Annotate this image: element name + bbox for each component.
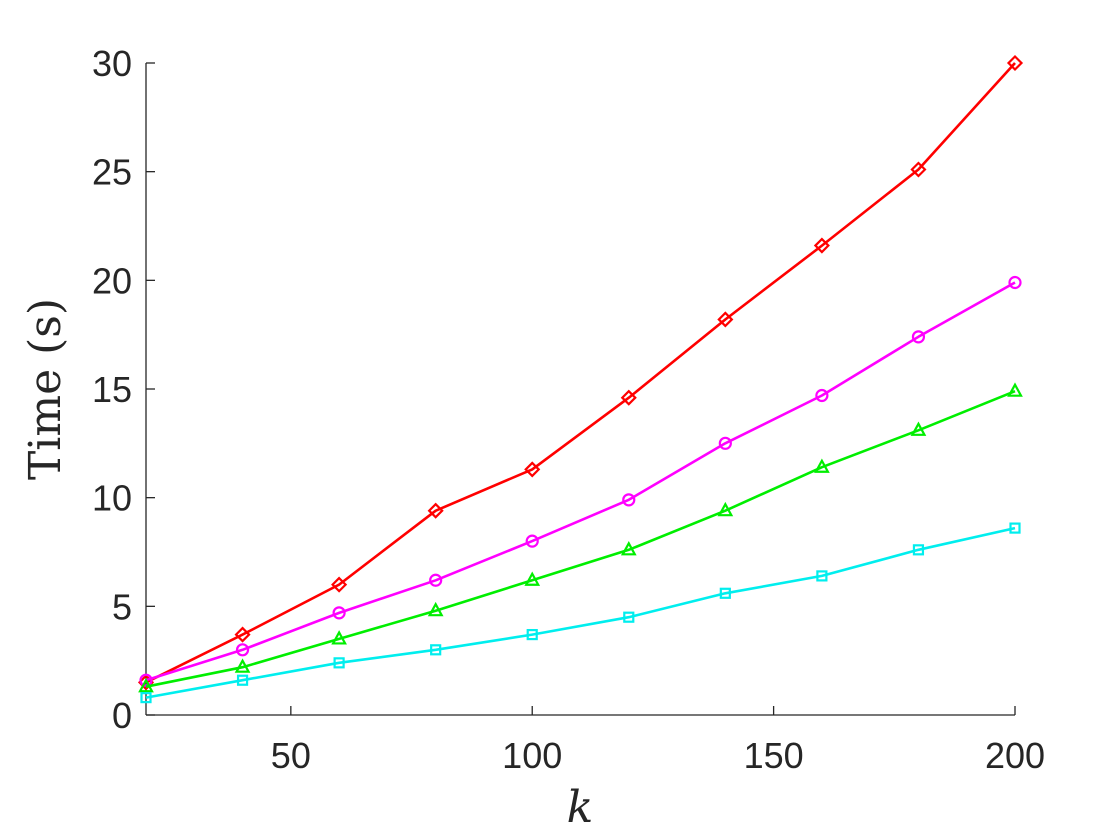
x-tick-label: 50 bbox=[271, 735, 311, 776]
circle-marker bbox=[622, 493, 636, 507]
triangle-marker bbox=[331, 630, 347, 645]
circle-marker bbox=[911, 330, 926, 344]
x-tick-label: 100 bbox=[502, 735, 562, 776]
x-tick-label: 200 bbox=[985, 735, 1045, 776]
triangle-marker bbox=[717, 501, 734, 517]
circle-marker bbox=[1008, 275, 1022, 290]
series-1 bbox=[137, 54, 1024, 691]
triangle-marker bbox=[1007, 382, 1023, 397]
series-layer bbox=[137, 54, 1024, 704]
triangle-marker bbox=[620, 541, 637, 556]
diamond-marker bbox=[427, 502, 444, 519]
series-2 bbox=[139, 275, 1022, 687]
triangle-marker bbox=[427, 601, 444, 617]
square-marker bbox=[236, 674, 249, 686]
diamond-marker bbox=[620, 389, 637, 406]
x-tick-label: 150 bbox=[744, 735, 804, 776]
square-marker bbox=[140, 692, 152, 704]
diamond-marker bbox=[910, 161, 927, 178]
series-line bbox=[145, 526, 1016, 699]
series-line bbox=[145, 281, 1016, 682]
y-tick-label: 25 bbox=[92, 152, 132, 193]
triangle-marker bbox=[524, 571, 541, 586]
square-marker bbox=[912, 544, 925, 556]
triangle-marker bbox=[234, 658, 251, 673]
y-tick-label: 15 bbox=[92, 369, 132, 410]
square-marker bbox=[719, 587, 731, 599]
square-marker bbox=[623, 611, 635, 623]
circle-marker bbox=[525, 534, 539, 548]
series-line bbox=[145, 389, 1016, 688]
y-tick-label: 0 bbox=[112, 695, 132, 736]
axes: 0 5 10 15 20 25 30 50 100 150 200 bbox=[92, 43, 1045, 776]
series-3 bbox=[138, 382, 1023, 693]
y-tick-label: 20 bbox=[92, 260, 132, 301]
square-marker bbox=[526, 628, 538, 641]
diamond-marker bbox=[234, 626, 251, 643]
square-marker bbox=[430, 644, 442, 656]
y-tick-label: 30 bbox=[92, 43, 132, 84]
square-marker bbox=[333, 657, 345, 669]
x-axis-label: k bbox=[567, 782, 594, 833]
triangle-marker bbox=[910, 421, 927, 436]
diamond-marker bbox=[813, 237, 830, 254]
diamond-marker bbox=[331, 576, 348, 593]
circle-marker bbox=[332, 606, 346, 620]
circle-marker bbox=[429, 573, 443, 587]
diamond-marker bbox=[717, 311, 734, 328]
y-tick-label: 5 bbox=[112, 586, 132, 627]
diamond-marker bbox=[1006, 54, 1024, 72]
circle-marker bbox=[718, 436, 732, 450]
diamond-marker bbox=[524, 461, 541, 478]
diamond-marker bbox=[137, 674, 155, 691]
series-4 bbox=[140, 522, 1021, 704]
y-axis-label: Time (s) bbox=[20, 298, 71, 480]
square-marker bbox=[1009, 522, 1021, 534]
y-tick-label: 10 bbox=[92, 478, 132, 519]
circle-marker bbox=[235, 643, 250, 657]
circle-marker bbox=[815, 388, 829, 403]
triangle-marker bbox=[814, 458, 830, 473]
square-marker bbox=[816, 570, 828, 582]
series-line bbox=[145, 62, 1016, 684]
triangle-marker bbox=[138, 677, 154, 693]
